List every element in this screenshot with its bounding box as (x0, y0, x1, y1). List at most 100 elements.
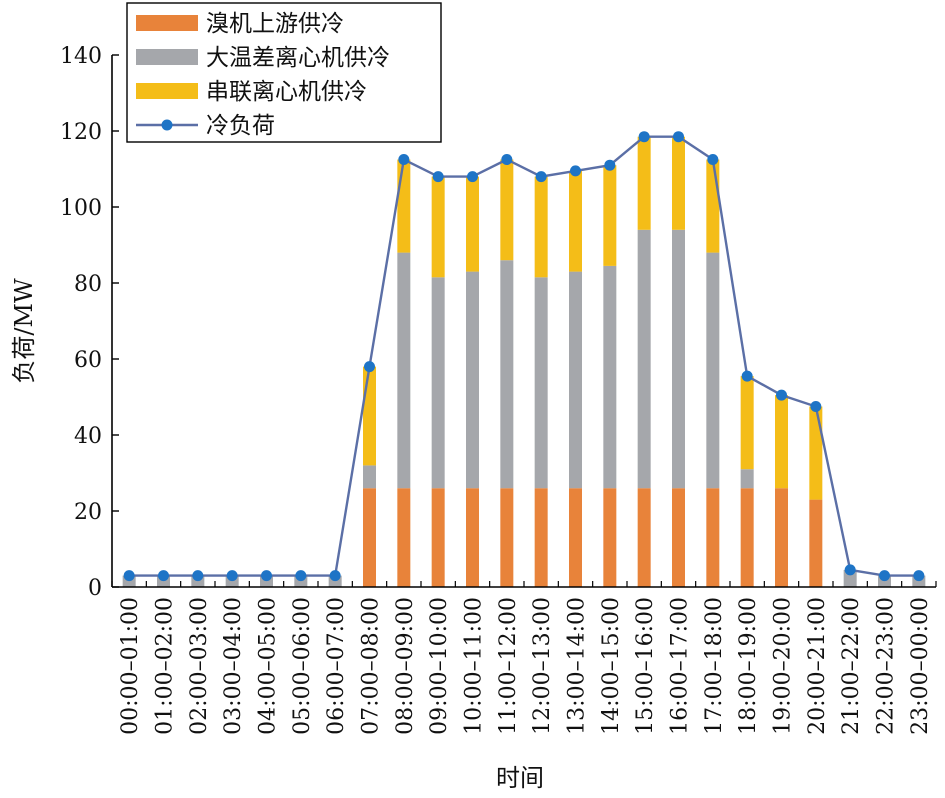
line-point (158, 570, 169, 582)
y-axis-title: 负荷/MW (10, 278, 38, 384)
bar-segment-series-2 (431, 176, 445, 278)
x-ticks: 00:00–01:00 01:00–02:00 02:00–03:00 03:00–0… (111, 581, 937, 735)
bar-segment-series-1 (878, 575, 891, 587)
x-tick-label: 13:00–14:00 (565, 597, 590, 735)
x-tick-label: 20:00–21:00 (805, 597, 830, 735)
bar-segment-series-2 (740, 376, 754, 470)
bar-segment-series-1 (706, 252, 720, 489)
x-tick-label: 00:00–01:00 (118, 597, 143, 735)
legend-label: 串联离心机供冷 (206, 79, 367, 105)
legend-swatch (136, 83, 198, 99)
bar-segment-series-0 (534, 488, 548, 587)
bar-segment-series-2 (775, 395, 788, 489)
bar-segment-series-1 (500, 260, 514, 489)
line-point (501, 154, 513, 165)
legend-marker (161, 119, 173, 131)
line-series-3 (129, 135, 919, 577)
bar-segment-series-2 (500, 159, 514, 261)
bar-segment-series-1 (466, 271, 479, 489)
line-point (844, 564, 856, 576)
line-point (810, 401, 822, 412)
bar-segment-series-1 (672, 229, 685, 489)
x-tick-label: 02:00–03:00 (187, 597, 212, 735)
bar-segment-series-2 (672, 136, 685, 230)
x-tick-label: 15:00–16:00 (633, 597, 658, 735)
bar-segment-series-0 (672, 488, 685, 587)
x-tick-label: 10:00–11:00 (462, 597, 487, 735)
line-point (123, 570, 135, 582)
bar-segment-series-0 (603, 488, 617, 587)
x-tick-label: 17:00–18:00 (702, 597, 727, 735)
x-axis-title: 时间 (496, 764, 544, 792)
bar-segment-series-0 (363, 488, 376, 587)
line-point (673, 131, 684, 143)
line-point (913, 570, 925, 582)
bar-segment-series-0 (397, 488, 411, 587)
bar-segment-series-1 (603, 265, 617, 489)
x-tick-label: 09:00–10:00 (427, 597, 452, 735)
x-tick-label: 22:00–23:00 (874, 597, 899, 735)
bar-segment-series-2 (534, 176, 548, 278)
line-point (604, 159, 616, 171)
bar-segment-series-1 (363, 465, 376, 489)
line-point (364, 361, 375, 373)
bar-segment-series-0 (569, 488, 582, 587)
line-point (398, 154, 410, 165)
bar-segment-series-1 (294, 575, 308, 587)
line-point (535, 171, 547, 183)
line-point (879, 570, 890, 582)
bar-segment-series-2 (637, 136, 651, 230)
y-tick-label: 40 (74, 424, 102, 449)
bar-segment-series-0 (706, 488, 720, 587)
bar-segment-series-0 (431, 488, 445, 587)
bar-segment-series-1 (534, 277, 548, 489)
line-point (295, 570, 307, 582)
bar-segment-series-2 (809, 406, 823, 500)
x-tick-label: 01:00–02:00 (153, 597, 178, 735)
y-tick-label: 100 (60, 196, 102, 221)
bar-segment-series-0 (740, 488, 754, 587)
line-point (776, 389, 787, 401)
x-tick-label: 06:00–07:00 (324, 597, 349, 735)
x-tick-label: 16:00–17:00 (668, 597, 693, 735)
x-tick-label: 14:00–15:00 (599, 597, 624, 735)
line-point (467, 171, 478, 183)
x-tick-label: 08:00–09:00 (393, 597, 418, 735)
bar-segment-series-2 (363, 366, 376, 466)
bar-segment-series-0 (809, 499, 823, 587)
bar-segment-series-1 (225, 575, 239, 587)
x-tick-label: 05:00–06:00 (290, 597, 315, 735)
bars (122, 136, 926, 587)
y-tick-label: 80 (74, 272, 102, 297)
bar-segment-series-1 (122, 575, 136, 587)
bar-segment-series-0 (637, 488, 651, 587)
line-point (226, 570, 238, 582)
bar-segment-series-1 (912, 575, 926, 587)
y-tick-label: 140 (60, 44, 102, 69)
legend-swatch (136, 49, 198, 65)
bar-segment-series-2 (466, 176, 479, 272)
y-tick-label: 20 (74, 500, 102, 525)
legend-label: 溴机上游供冷 (206, 11, 344, 37)
cooling-load-line (123, 131, 925, 582)
x-tick-label: 12:00–13:00 (530, 597, 555, 735)
line-point (192, 570, 204, 582)
x-tick-label: 11:00–12:00 (496, 597, 521, 735)
legend-label: 大温差离心机供冷 (206, 45, 390, 71)
bar-segment-series-1 (569, 271, 582, 489)
bar-segment-series-0 (775, 488, 788, 587)
bar-segment-series-1 (431, 277, 445, 489)
line-point (707, 154, 719, 165)
bar-segment-series-1 (328, 575, 342, 587)
line-point (570, 165, 581, 177)
y-tick-label: 0 (88, 576, 102, 601)
line-point (741, 370, 753, 382)
y-tick-label: 120 (60, 120, 102, 145)
legend-swatch (136, 15, 198, 31)
bar-segment-series-1 (260, 575, 273, 587)
bar-segment-series-0 (466, 488, 479, 587)
bar-segment-series-1 (637, 229, 651, 489)
bar-segment-series-1 (397, 252, 411, 489)
